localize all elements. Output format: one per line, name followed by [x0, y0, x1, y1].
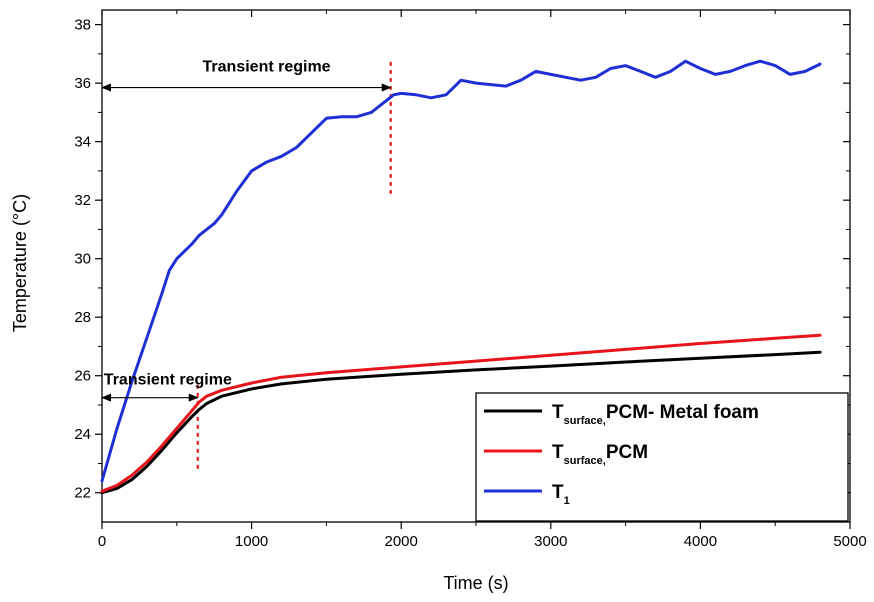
plot-series: [100, 59, 822, 495]
x-tick-label: 2000: [385, 533, 418, 550]
legend-label-t1: T1: [552, 482, 570, 507]
y-axis-label: Temperature (°C): [10, 194, 30, 332]
legend-box: [475, 392, 849, 522]
y-tick-label: 24: [74, 426, 91, 443]
x-tick-label: 5000: [833, 533, 866, 550]
y-tick-label: 34: [74, 134, 91, 151]
y-tick-label: 38: [74, 17, 91, 34]
series-line-pcm: [100, 333, 822, 493]
x-tick-label: 0: [98, 533, 106, 550]
x-axis-label: Time (s): [443, 573, 508, 593]
y-tick-label: 26: [74, 368, 91, 385]
legend-label-pcm_metal_foam: Tsurface,PCM- Metal foam: [552, 402, 759, 427]
axes: 0 1000 2000 3000 4000 5000 22 24 26 28 30 32 34 36 38: [74, 9, 867, 550]
transient-top-label: Transient regime: [203, 58, 331, 75]
y-tick-label: 22: [74, 485, 91, 502]
legend-label-pcm: Tsurface,PCM: [552, 442, 648, 467]
series-line-t1: [100, 59, 822, 483]
regime-markers: [196, 61, 392, 469]
annotations: Transient regime Transient regime: [101, 58, 392, 402]
legend: Tsurface,PCM- Metal foam Tsurface,PCM T1: [475, 392, 849, 522]
x-tick-label: 1000: [235, 533, 268, 550]
y-tick-label: 32: [74, 192, 91, 209]
y-tick-label: 36: [74, 75, 91, 92]
series-line-pcm_metal_foam: [100, 350, 822, 495]
x-tick-label: 3000: [534, 533, 567, 550]
x-tick-label: 4000: [684, 533, 717, 550]
y-tick-label: 30: [74, 251, 91, 268]
transient-bottom-label: Transient regime: [104, 371, 232, 388]
y-tick-label: 28: [74, 309, 91, 326]
